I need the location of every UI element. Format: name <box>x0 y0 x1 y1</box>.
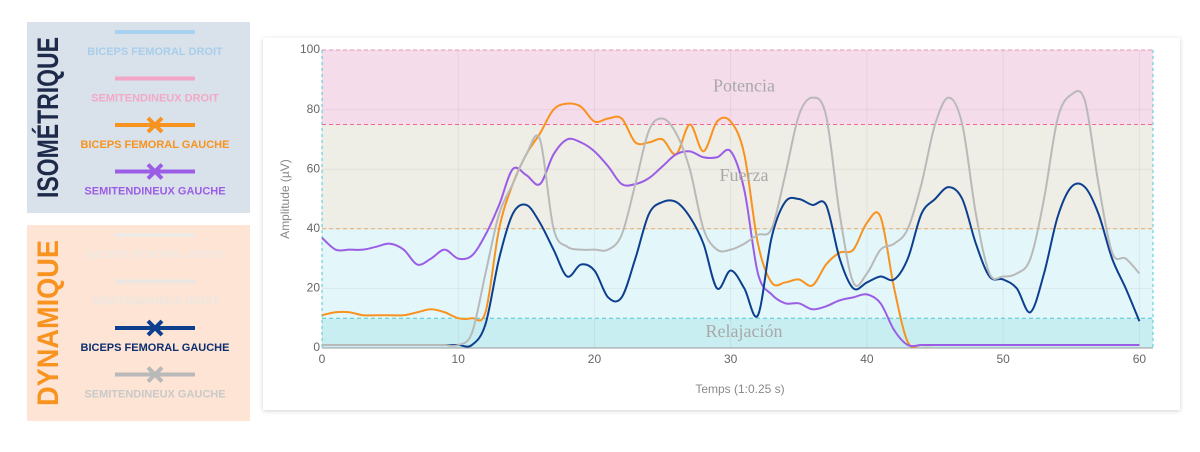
y-tick-label: 100 <box>300 42 320 56</box>
zone <box>322 50 1153 125</box>
x-tick-label: 10 <box>452 352 466 366</box>
y-tick-label: 0 <box>313 340 320 354</box>
series-line <box>322 89 1141 347</box>
y-axis-label: Amplitude (µV) <box>278 159 292 239</box>
x-tick-label: 20 <box>588 352 602 366</box>
x-tick-label: 40 <box>860 352 874 366</box>
series-line <box>321 137 1140 348</box>
legend-marker <box>146 163 164 180</box>
legend-label: SEMITENDINEUX GAUCHE <box>84 388 225 400</box>
legend-label: SEMITENDINEUX DROIT <box>91 92 219 104</box>
zone-label: Relajación <box>706 321 783 341</box>
legend-label: BICEPS FEMORAL GAUCHE <box>81 342 230 354</box>
legend-marker <box>146 319 164 337</box>
x-tick-label: 60 <box>1133 352 1147 366</box>
legend-panel <box>27 225 250 421</box>
y-tick-label: 20 <box>307 281 321 295</box>
x-tick-label: 30 <box>724 352 738 366</box>
legend-label: BICEPS FEMORAL DROIT <box>87 46 223 58</box>
y-tick-label: 80 <box>307 102 321 116</box>
legend-panel <box>27 22 250 213</box>
x-tick-label: 50 <box>996 352 1010 366</box>
zone <box>322 318 1153 348</box>
x-tick-label: 0 <box>319 352 326 366</box>
legend-marker <box>146 116 164 134</box>
zone-label: Fuerza <box>720 165 769 185</box>
y-tick-label: 60 <box>307 161 321 175</box>
zone <box>322 124 1153 229</box>
legend-marker <box>146 366 164 383</box>
x-axis-label: Temps (1:0.25 s) <box>695 382 784 396</box>
zone-label: Potencia <box>713 75 775 95</box>
legend-label: BICEPS FEMORAL GAUCHE <box>81 139 230 151</box>
legend-label: SEMITENDINEUX GAUCHE <box>84 185 225 197</box>
legend-label: SEMITENDINEUX DROIT <box>91 295 219 307</box>
zone <box>322 228 1153 319</box>
legend-label: BICEPS FEMORAL DROIT <box>87 249 223 261</box>
legend-group-title: ISOMÉTRIQUE <box>31 37 65 198</box>
y-tick-label: 40 <box>307 221 321 235</box>
legend-group-title: DYNAMIQUE <box>32 240 65 406</box>
